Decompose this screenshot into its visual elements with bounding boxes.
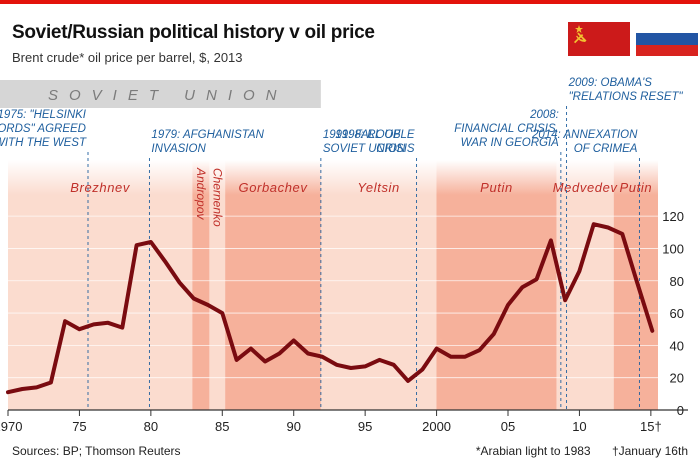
leader-name-5: Putin <box>480 180 513 195</box>
footnote-arabian-light: *Arabian light to 1983 <box>475 444 591 458</box>
x-tick-label-2005: 05 <box>501 419 515 434</box>
event-label-6-0: 2014: ANNEXATION <box>531 129 638 141</box>
event-label-3-1: CRISIS <box>376 143 415 155</box>
event-label-0-2: WITH THE WEST <box>0 137 87 149</box>
event-label-1-0: 1979: AFGHANISTAN <box>151 129 264 141</box>
soviet-union-label: SOVIET UNION <box>48 87 288 104</box>
x-tick-label-1975: 75 <box>72 419 86 434</box>
x-tick-label-2010: 10 <box>572 419 586 434</box>
event-label-6-1: OF CRIMEA <box>574 143 638 155</box>
y-tick-label-120: 120 <box>662 209 684 224</box>
leader-name-7: Putin <box>620 180 653 195</box>
y-tick-label-0: 0 <box>677 403 684 418</box>
event-label-0-0: 1975: "HELSINKI <box>0 109 87 121</box>
leader-name-4: Yeltsin <box>357 180 400 195</box>
chart-subtitle: Brent crude* oil price per barrel, $, 20… <box>12 50 243 65</box>
event-label-2-1: SOVIET UNION <box>323 143 406 155</box>
brand-red-bar <box>0 0 700 4</box>
leader-name-1: Andropov <box>194 167 208 220</box>
leader-band-3 <box>225 160 321 410</box>
y-tick-label-60: 60 <box>670 306 684 321</box>
event-label-0-1: ACCORDS" AGREED <box>0 123 86 135</box>
russia-flag-icon <box>636 22 698 56</box>
event-label-4-2: WAR IN GEORGIA <box>461 137 560 149</box>
event-label-5-1: "RELATIONS RESET" <box>569 91 684 103</box>
leader-name-0: Brezhnev <box>70 180 131 195</box>
x-tick-label-1980: 80 <box>144 419 158 434</box>
footnotes: *Arabian light to 1983 †January 16th <box>458 444 688 458</box>
leader-name-2: Chernenko <box>210 168 224 227</box>
footnote-january: †January 16th <box>611 444 688 458</box>
soviet-union-band <box>0 80 321 108</box>
y-tick-label-20: 20 <box>670 371 684 386</box>
y-tick-label-100: 100 <box>662 241 684 256</box>
event-label-1-1: INVASION <box>151 143 206 155</box>
x-tick-label-1990: 90 <box>286 419 300 434</box>
event-label-4-1: FINANCIAL CRISIS. <box>454 123 559 135</box>
leader-name-3: Gorbachev <box>239 180 309 195</box>
x-tick-label-1970: 1970 <box>0 419 22 434</box>
sources-note: Sources: BP; Thomson Reuters <box>12 444 181 458</box>
event-label-5-0: 2009: OBAMA'S <box>568 77 653 89</box>
event-label-3-0: 1998: ROUBLE <box>335 129 415 141</box>
leader-band-2 <box>209 160 226 410</box>
y-tick-label-40: 40 <box>670 338 684 353</box>
ussr-flag-icon <box>568 22 630 56</box>
leader-band-0 <box>8 160 193 410</box>
event-label-2-0: 1991: FALL OF <box>323 129 402 141</box>
x-tick-label-1995: 95 <box>358 419 372 434</box>
chart-title: Soviet/Russian political history v oil p… <box>12 22 375 43</box>
leader-band-5 <box>436 160 557 410</box>
y-tick-label-80: 80 <box>670 274 684 289</box>
x-tick-label-1985: 85 <box>215 419 229 434</box>
x-tick-label-2000: 2000 <box>422 419 451 434</box>
leader-band-4 <box>320 160 437 410</box>
event-label-4-0: 2008: <box>529 109 559 121</box>
leader-band-6 <box>556 160 614 410</box>
x-tick-label-2015: 15† <box>640 419 662 434</box>
leader-band-1 <box>192 160 210 410</box>
oil-price-line <box>6 222 655 395</box>
leader-name-6: Medvedev <box>553 180 619 195</box>
